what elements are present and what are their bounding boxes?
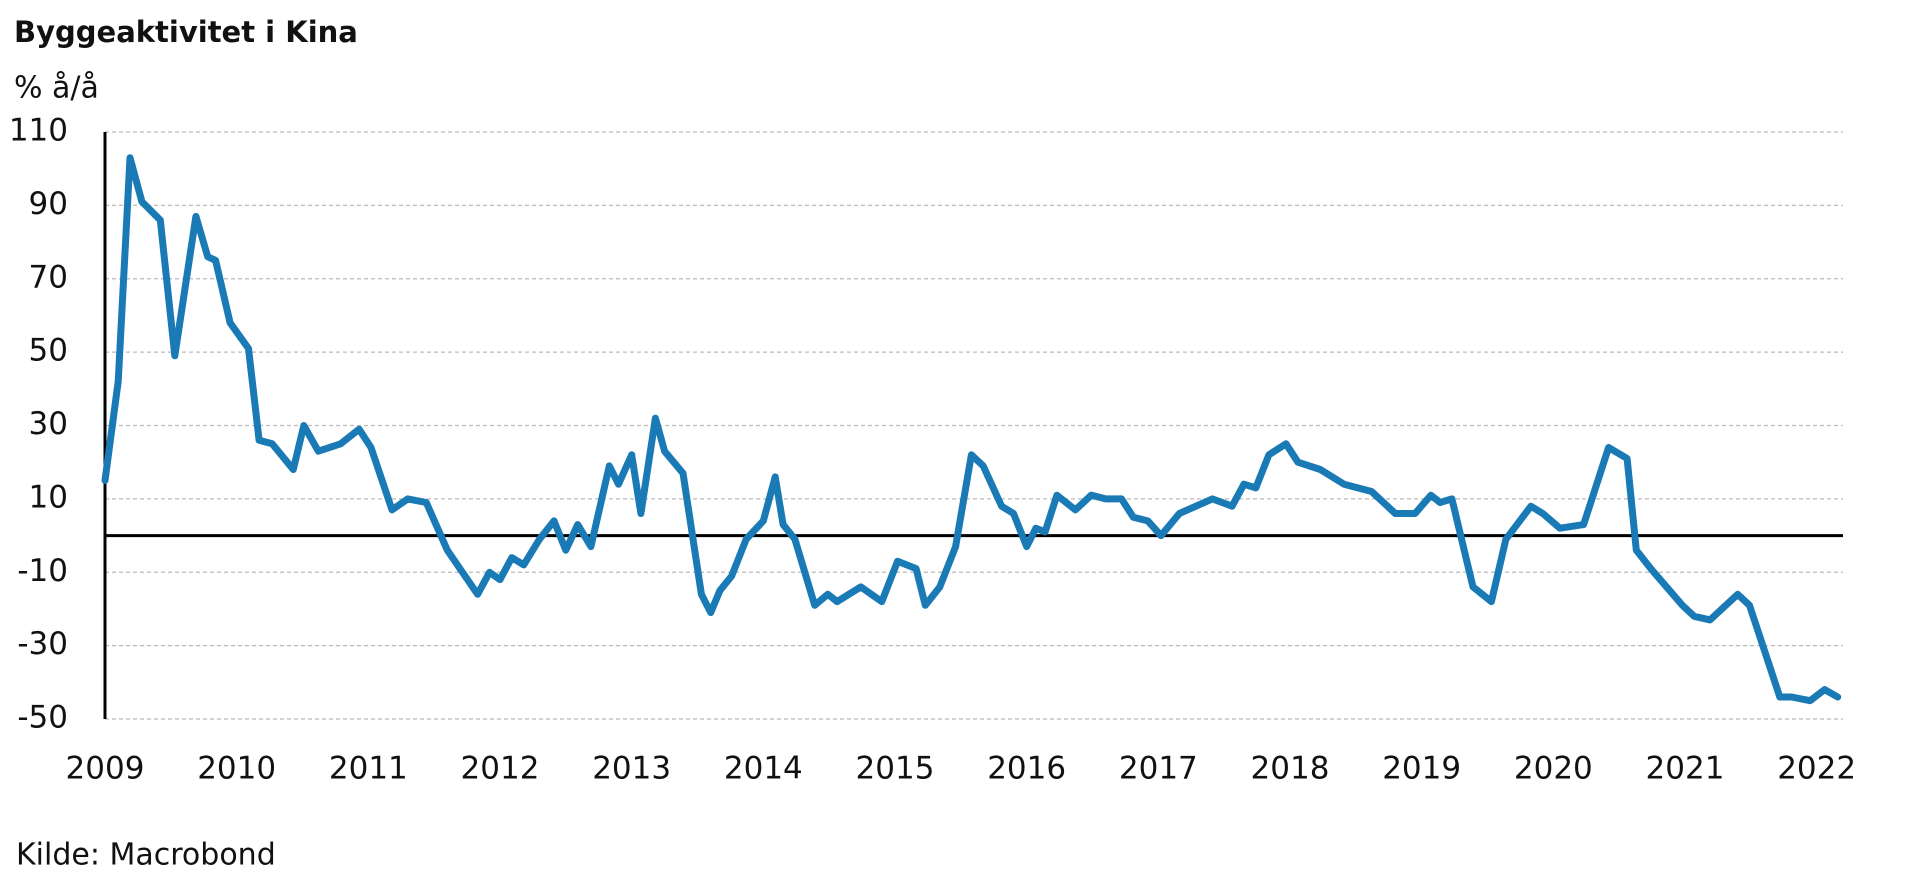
x-tick-label: 2022 bbox=[1777, 751, 1856, 787]
y-tick-label: 110 bbox=[9, 113, 68, 149]
x-tick-label: 2020 bbox=[1514, 751, 1593, 787]
x-tick-label: 2015 bbox=[856, 751, 935, 787]
x-tick-label: 2016 bbox=[987, 751, 1066, 787]
x-tick-label: 2014 bbox=[724, 751, 803, 787]
y-tick-label: 10 bbox=[29, 479, 68, 515]
y-tick-label: 70 bbox=[29, 259, 68, 295]
x-tick-label: 2021 bbox=[1646, 751, 1725, 787]
x-tick-label: 2019 bbox=[1382, 751, 1461, 787]
data-line bbox=[101, 154, 1842, 705]
y-tick-label: 50 bbox=[29, 333, 68, 369]
y-tick-label: -10 bbox=[17, 553, 68, 589]
y-axis-label: % å/å bbox=[14, 71, 99, 106]
x-tick-label: 2017 bbox=[1119, 751, 1198, 787]
x-tick-label: 2011 bbox=[329, 751, 408, 787]
chart-title: Byggeaktivitet i Kina bbox=[14, 15, 358, 49]
y-tick-label: -30 bbox=[17, 626, 68, 662]
y-tick-label: 30 bbox=[29, 406, 68, 442]
y-tick-label: -50 bbox=[17, 700, 68, 736]
y-tick-label: 90 bbox=[29, 186, 68, 222]
x-tick-label: 2010 bbox=[197, 751, 276, 787]
x-tick-label: 2013 bbox=[592, 751, 671, 787]
x-tick-label: 2012 bbox=[461, 751, 540, 787]
source-note: Kilde: Macrobond bbox=[16, 838, 276, 873]
x-tick-label: 2009 bbox=[66, 751, 145, 787]
x-tick-label: 2018 bbox=[1251, 751, 1330, 787]
